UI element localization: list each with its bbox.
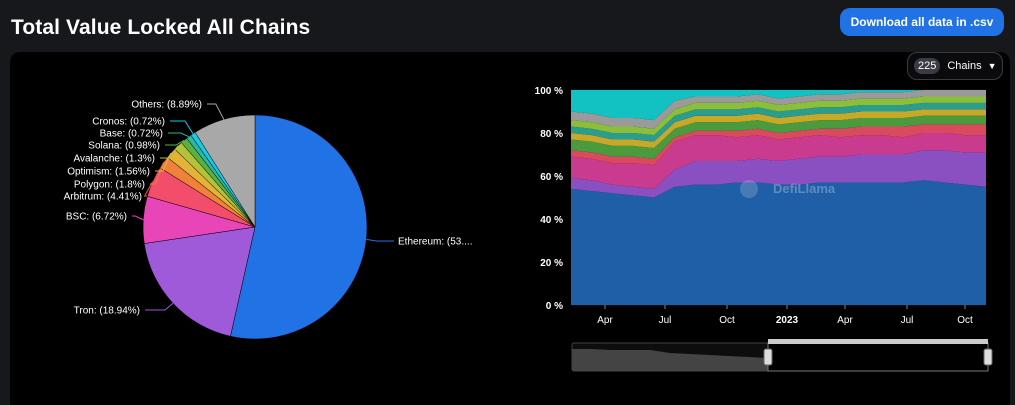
range-slider-bar[interactable] (768, 339, 988, 344)
area-series[interactable] (571, 96, 986, 136)
area-series[interactable] (571, 124, 986, 166)
pie-leader-line (132, 215, 144, 221)
pie-leader-line (150, 162, 164, 185)
pie-label: Avalanche: (1.3%) (73, 154, 155, 165)
area-series[interactable] (571, 150, 986, 198)
pie-slice[interactable] (230, 114, 368, 340)
pie-leader-line (207, 103, 225, 120)
pie-label: Others: (8.89%) (131, 100, 202, 111)
pie-label: BSC: (6.72%) (66, 212, 127, 223)
pie-label: Cronos: (0.72%) (92, 117, 165, 128)
y-tick-label: 100 % (535, 86, 563, 97)
area-series[interactable] (571, 90, 986, 121)
area-series[interactable] (571, 115, 986, 159)
pie-leader-line (168, 132, 189, 138)
x-tick-label: Oct (719, 315, 735, 326)
x-tick-label: Oct (957, 315, 973, 326)
pie-label: Tron: (18.94%) (74, 306, 140, 317)
x-tick-label: 2023 (776, 315, 799, 326)
pie-label: Ethereum: (53.... (398, 237, 472, 248)
pie-label: Arbitrum: (4.41%) (64, 192, 142, 203)
y-tick-label: 60 % (540, 172, 563, 183)
chains-count-badge: 225 (914, 58, 941, 74)
x-tick-label: Jul (901, 315, 914, 326)
area-chart: 0 % 20 % 40 % 60 % 80 % 100 % Apr Jul Oct 2023 Apr… (535, 86, 993, 372)
chevron-down-icon: ▼ (987, 61, 997, 71)
y-tick-label: 80 % (540, 129, 563, 140)
pie-chart: Ethereum: (53.... Tron: (18.94%) BSC: (6.7… (64, 100, 472, 340)
area-series[interactable] (571, 133, 986, 189)
chains-label: Chains (947, 60, 982, 72)
y-tick-label: 40 % (540, 215, 563, 226)
x-tick-label: Jul (659, 315, 672, 326)
defillama-logo-icon (740, 180, 758, 198)
pie-leader-line (160, 145, 179, 159)
chains-selector[interactable]: 225 Chains ▼ (907, 52, 1003, 80)
pie-leader-line (143, 181, 154, 197)
pie-leader-line (165, 139, 185, 146)
watermark-text: DefiLlama (773, 181, 836, 196)
pie-label: Polygon: (1.8%) (74, 180, 145, 191)
pie-label: Solana: (0.98%) (88, 141, 160, 152)
range-slider-window[interactable] (767, 342, 989, 372)
area-series[interactable] (571, 109, 986, 149)
pie-label: Base: (0.72%) (100, 129, 163, 140)
area-series[interactable] (571, 180, 986, 305)
x-tick-label: Apr (597, 315, 613, 326)
y-tick-label: 20 % (540, 258, 563, 269)
page-title: Total Value Locked All Chains (11, 16, 311, 39)
pie-leader-line (366, 238, 394, 242)
pie-leader-line (155, 152, 172, 172)
area-series[interactable] (571, 102, 986, 142)
y-tick-label: 0 % (546, 301, 563, 312)
range-slider-preview (572, 349, 768, 371)
pie-leader-line (145, 302, 174, 311)
download-csv-button[interactable]: Download all data in .csv (840, 8, 1004, 36)
x-tick-label: Apr (837, 315, 853, 326)
pie-leader-line (170, 120, 194, 135)
pie-label: Optimism: (1.56%) (67, 167, 150, 178)
area-series[interactable] (571, 90, 986, 129)
range-handle-left[interactable] (763, 348, 773, 366)
pie-slice[interactable] (194, 114, 256, 228)
range-handle-right[interactable] (983, 348, 993, 366)
